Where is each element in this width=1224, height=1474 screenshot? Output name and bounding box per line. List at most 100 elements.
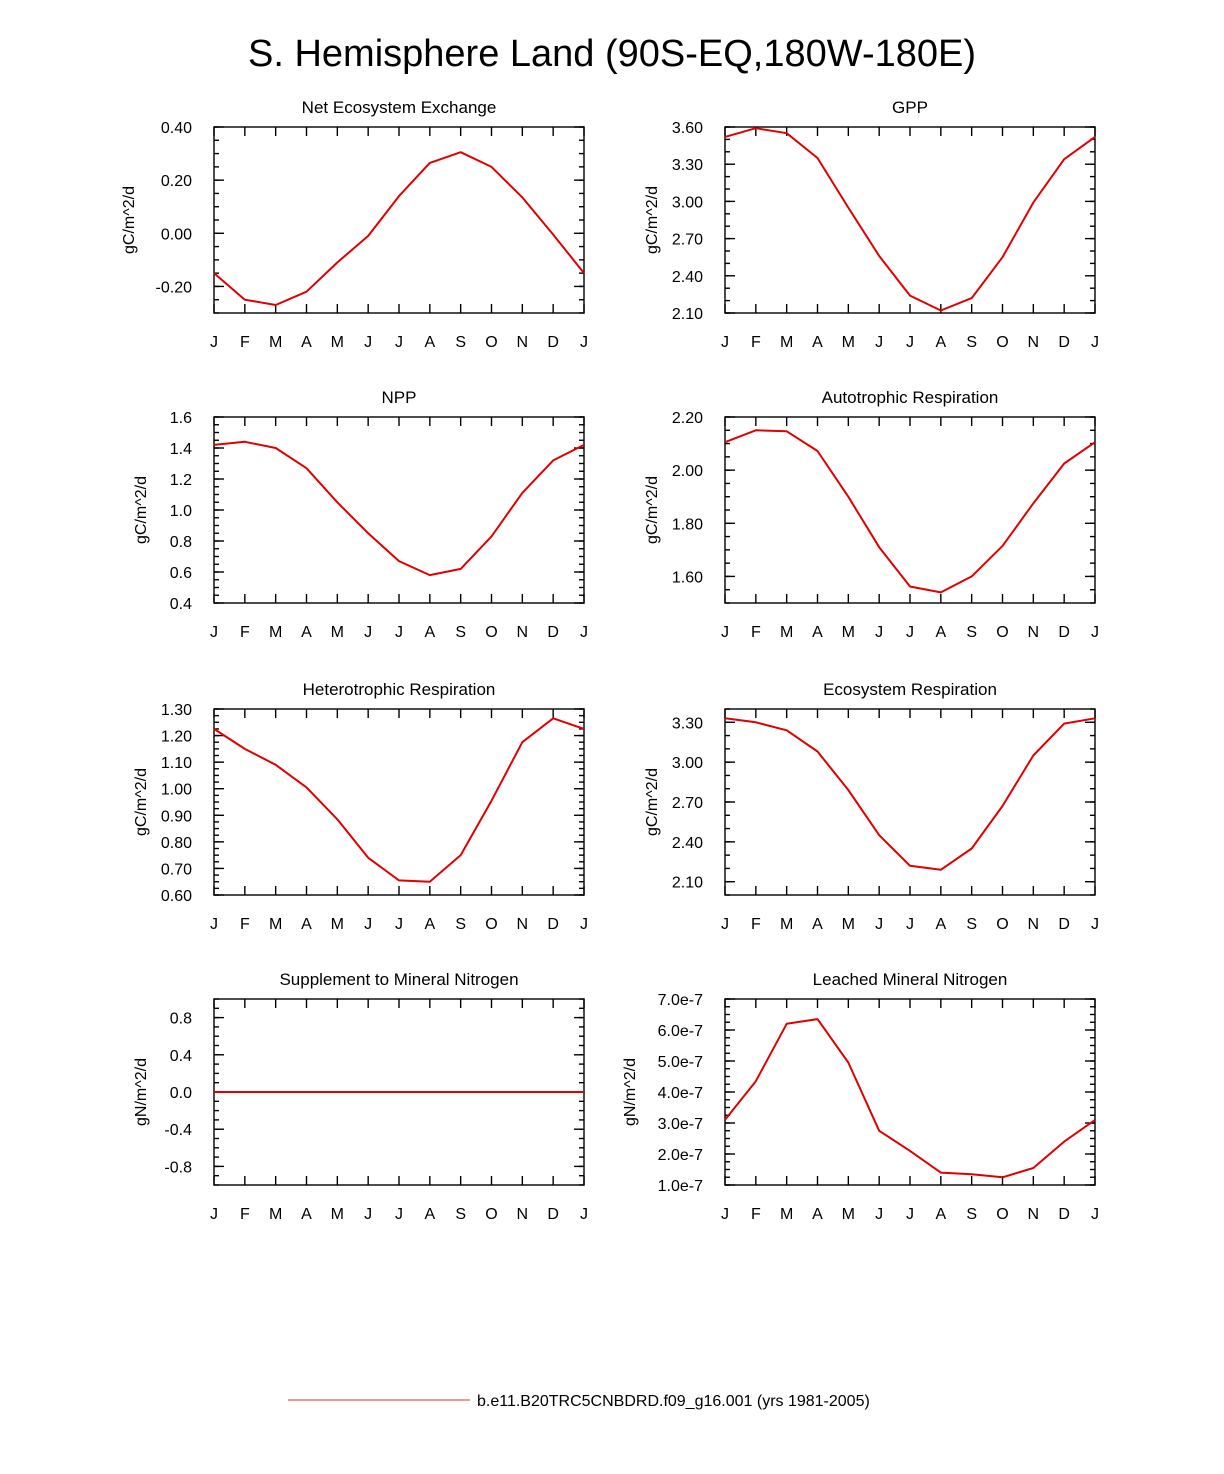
y-tick-label: 3.60 xyxy=(672,120,703,137)
x-tick-label: J xyxy=(580,624,588,641)
y-tick-label: 1.2 xyxy=(170,472,192,489)
y-tick-label: 1.10 xyxy=(161,755,192,772)
x-tick-label: F xyxy=(240,334,250,351)
panel-title: Heterotrophic Respiration xyxy=(303,680,496,699)
x-tick-label: N xyxy=(1028,1206,1040,1223)
x-tick-label: N xyxy=(1028,334,1040,351)
x-tick-label: M xyxy=(269,916,282,933)
x-tick-label: J xyxy=(395,624,403,641)
x-tick-label: M xyxy=(780,624,793,641)
x-tick-label: M xyxy=(842,624,855,641)
panel-title: Net Ecosystem Exchange xyxy=(302,98,497,117)
x-tick-label: J xyxy=(875,334,883,351)
x-tick-label: N xyxy=(1028,624,1040,641)
x-tick-label: A xyxy=(301,916,312,933)
x-tick-label: J xyxy=(364,334,372,351)
y-tick-label: 3.00 xyxy=(672,194,703,211)
x-tick-label: N xyxy=(517,624,529,641)
panel-title: Autotrophic Respiration xyxy=(822,388,999,407)
x-tick-label: F xyxy=(240,624,250,641)
x-tick-label: A xyxy=(812,1206,823,1223)
x-tick-label: A xyxy=(424,1206,435,1223)
y-tick-label: 2.00 xyxy=(672,463,703,480)
y-tick-label: 1.0e-7 xyxy=(658,1178,703,1195)
y-tick-label: 2.40 xyxy=(672,835,703,852)
x-tick-label: J xyxy=(210,1206,218,1223)
y-tick-label: 5.0e-7 xyxy=(658,1054,703,1071)
y-axis-label: gC/m^2/d xyxy=(644,476,661,544)
x-tick-label: D xyxy=(1058,1206,1070,1223)
y-axis-label: gN/m^2/d xyxy=(133,1058,150,1126)
y-tick-label: 0.00 xyxy=(161,226,192,243)
y-tick-label: 0.90 xyxy=(161,808,192,825)
plot-frame xyxy=(724,708,1096,896)
plot-frame xyxy=(213,126,585,314)
y-tick-label: 0.40 xyxy=(161,120,192,137)
x-tick-label: A xyxy=(812,624,823,641)
y-tick-label: 1.80 xyxy=(672,516,703,533)
x-tick-label: S xyxy=(966,916,977,933)
panel-title: GPP xyxy=(892,98,928,117)
x-tick-label: O xyxy=(996,916,1008,933)
y-tick-label: 0.4 xyxy=(170,1048,192,1065)
x-tick-label: O xyxy=(485,624,497,641)
x-tick-label: J xyxy=(721,624,729,641)
x-tick-label: J xyxy=(364,916,372,933)
x-tick-label: S xyxy=(455,624,466,641)
x-tick-label: M xyxy=(842,334,855,351)
x-tick-label: N xyxy=(517,334,529,351)
x-tick-label: O xyxy=(485,1206,497,1223)
x-tick-label: F xyxy=(751,1206,761,1223)
x-tick-label: F xyxy=(751,624,761,641)
x-tick-label: J xyxy=(906,1206,914,1223)
x-tick-label: J xyxy=(1091,916,1099,933)
x-tick-label: J xyxy=(395,1206,403,1223)
y-tick-label: 1.60 xyxy=(672,569,703,586)
x-tick-label: J xyxy=(210,916,218,933)
y-tick-label: 4.0e-7 xyxy=(658,1085,703,1102)
y-tick-label: 0.20 xyxy=(161,173,192,190)
x-tick-label: S xyxy=(455,334,466,351)
x-tick-label: J xyxy=(1091,334,1099,351)
panel-title: Ecosystem Respiration xyxy=(823,680,997,699)
y-axis-label: gC/m^2/d xyxy=(133,768,150,836)
x-tick-label: A xyxy=(935,916,946,933)
panel-4: Autotrophic Respiration J F M A M J J A S O N D J 1.60… xyxy=(644,388,1099,641)
tick-marks xyxy=(724,416,1096,604)
x-tick-label: J xyxy=(1091,624,1099,641)
y-axis-label: gN/m^2/d xyxy=(622,1058,639,1126)
y-tick-label: 0.4 xyxy=(170,596,192,613)
x-tick-label: J xyxy=(875,1206,883,1223)
y-tick-label: 2.70 xyxy=(672,795,703,812)
series-line xyxy=(724,127,1096,312)
x-tick-label: J xyxy=(721,916,729,933)
x-tick-label: A xyxy=(424,916,435,933)
y-tick-label: 2.10 xyxy=(672,306,703,323)
x-tick-label: A xyxy=(935,624,946,641)
x-tick-label: J xyxy=(906,334,914,351)
x-tick-label: S xyxy=(966,1206,977,1223)
plot-frame xyxy=(724,126,1096,314)
x-tick-label: A xyxy=(301,1206,312,1223)
x-tick-label: J xyxy=(210,334,218,351)
panel-title: NPP xyxy=(382,388,417,407)
tick-marks xyxy=(724,708,1096,896)
x-tick-label: J xyxy=(580,1206,588,1223)
x-tick-label: A xyxy=(935,334,946,351)
plot-frame xyxy=(724,416,1096,604)
panels: Net Ecosystem Exchange J F M A M J J A S O N D J -0.20… xyxy=(121,98,1099,1223)
y-tick-label: 1.4 xyxy=(170,441,192,458)
y-axis-label: gC/m^2/d xyxy=(644,186,661,254)
x-tick-label: J xyxy=(580,916,588,933)
panel-5: Heterotrophic Respiration J F M A M J J A S O N D J 0.… xyxy=(133,680,588,933)
x-tick-label: D xyxy=(1058,624,1070,641)
x-tick-label: D xyxy=(547,1206,559,1223)
panel-title: Supplement to Mineral Nitrogen xyxy=(279,970,518,989)
x-tick-label: A xyxy=(812,916,823,933)
x-tick-label: O xyxy=(996,1206,1008,1223)
x-tick-label: N xyxy=(517,916,529,933)
y-axis-label: gC/m^2/d xyxy=(644,768,661,836)
y-tick-label: 2.70 xyxy=(672,232,703,249)
x-tick-label: J xyxy=(721,1206,729,1223)
x-tick-label: J xyxy=(906,916,914,933)
